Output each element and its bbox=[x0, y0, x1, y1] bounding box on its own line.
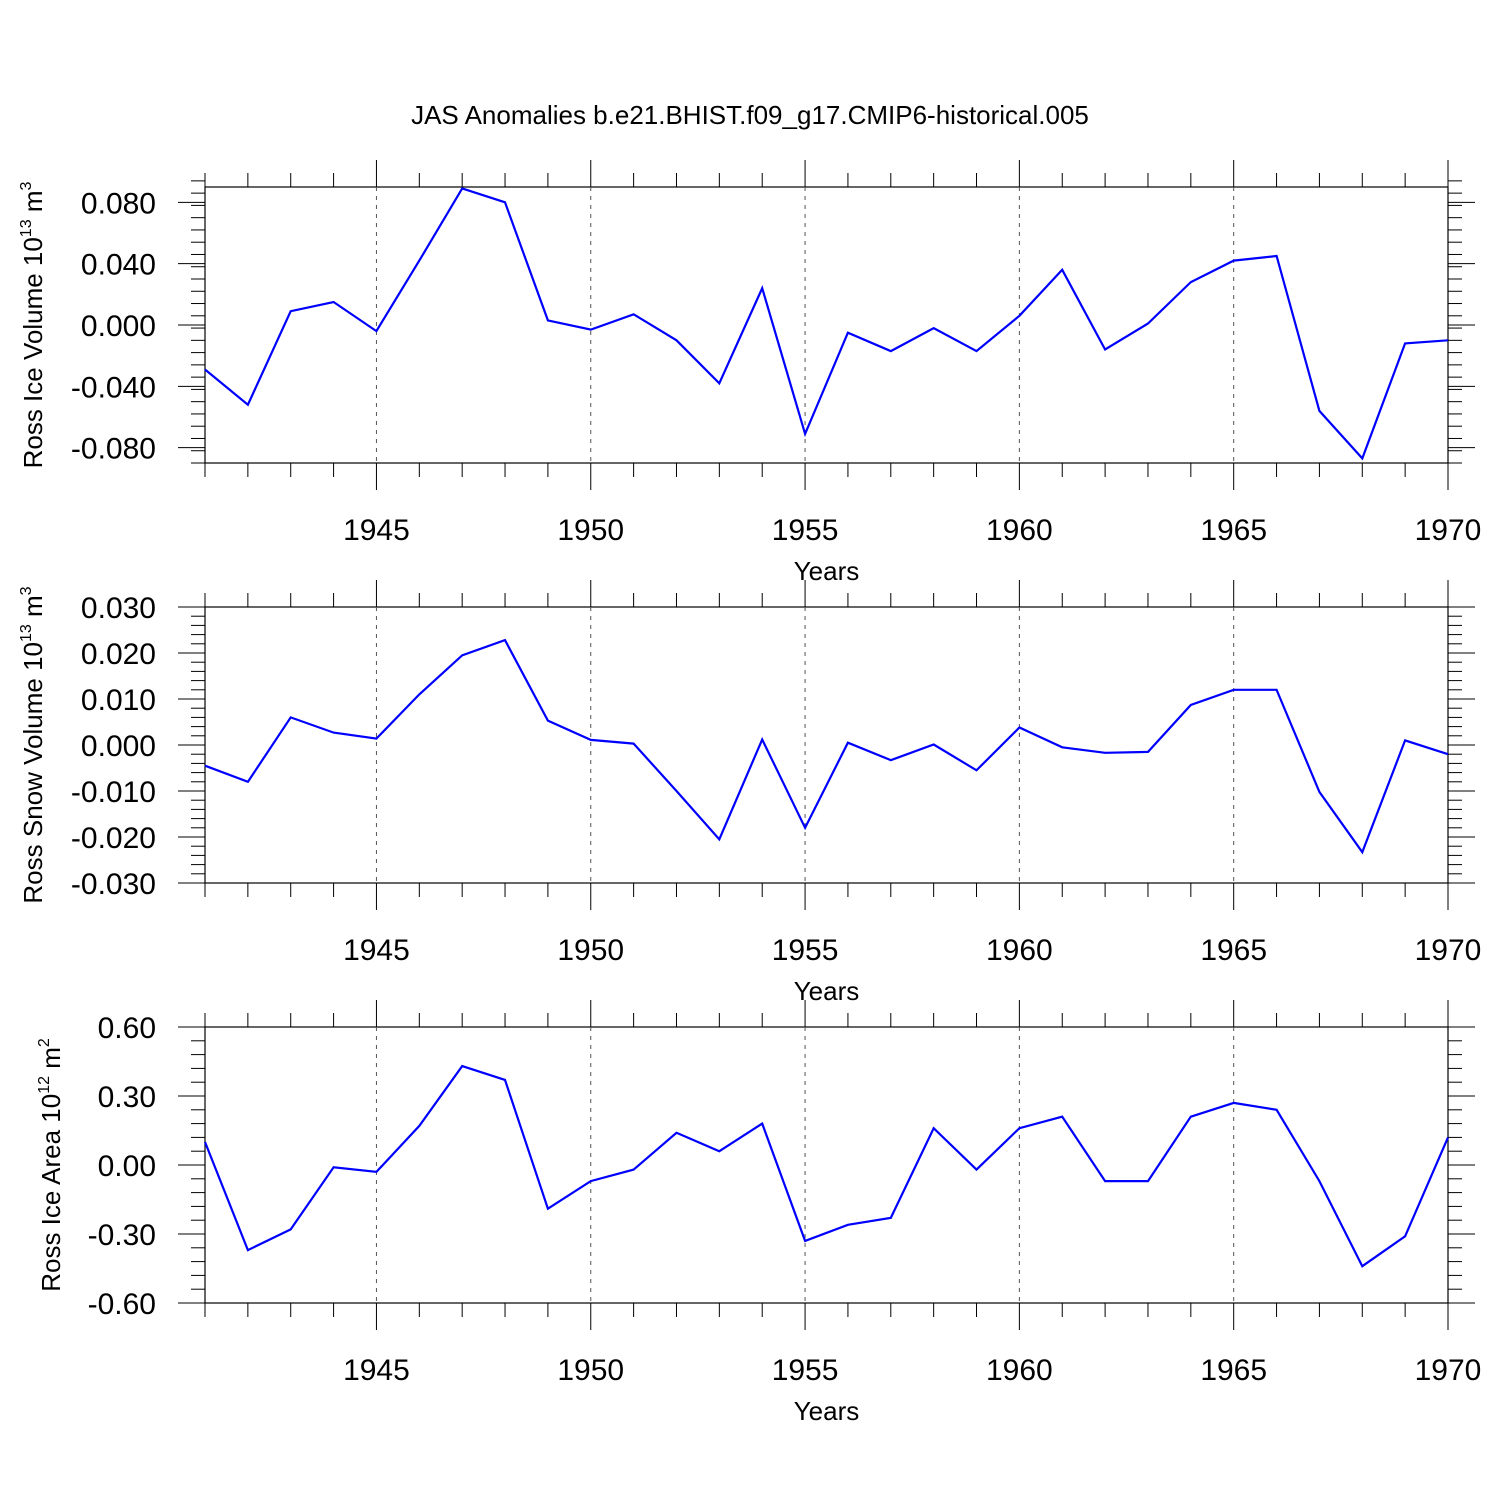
y-tick-label: 0.000 bbox=[81, 310, 156, 343]
x-tick-label: 1965 bbox=[1200, 514, 1267, 547]
x-tick-label: 1955 bbox=[772, 514, 839, 547]
x-tick-label: 1945 bbox=[343, 934, 410, 967]
y-tick-label: -0.040 bbox=[71, 371, 156, 404]
x-tick-label: 1960 bbox=[986, 934, 1053, 967]
plot-frame bbox=[204, 606, 1449, 884]
x-tick-label: 1945 bbox=[343, 514, 410, 547]
y-axis-title: Ross Ice Area 1012 m2 bbox=[36, 1038, 66, 1292]
x-tick-label: 1955 bbox=[772, 934, 839, 967]
y-tick-label: -0.030 bbox=[71, 868, 156, 901]
y-axis-title: Ross Snow Volume 1013 m3 bbox=[18, 586, 48, 903]
panel-2: -0.030 -0.020 -0.010 0.000 0.010 0.020 0.030 19… bbox=[18, 580, 1481, 1006]
y-axis-title: Ross Ice Volume 1013 m3 bbox=[18, 181, 48, 468]
plot-frame bbox=[204, 186, 1449, 464]
x-tick-label: 1945 bbox=[343, 1354, 410, 1387]
y-tick-label: 0.080 bbox=[81, 187, 156, 220]
panel-1: -0.080 -0.040 0.000 0.040 0.080 1945 1950 1955 1… bbox=[18, 160, 1481, 586]
y-tick-label: 0.020 bbox=[81, 638, 156, 671]
x-axis-title: Years bbox=[794, 976, 860, 1006]
y-tick-label: 0.00 bbox=[98, 1150, 156, 1183]
x-tick-label: 1970 bbox=[1415, 934, 1482, 967]
series-line bbox=[204, 187, 1449, 461]
x-axis-title: Years bbox=[794, 1396, 860, 1426]
y-tick-label: -0.30 bbox=[88, 1219, 156, 1252]
y-tick-label: 0.30 bbox=[98, 1081, 156, 1114]
y-tick-label: -0.60 bbox=[88, 1288, 156, 1321]
figure-title: JAS Anomalies b.e21.BHIST.f09_g17.CMIP6-… bbox=[411, 100, 1089, 130]
plot-frame bbox=[204, 1026, 1449, 1304]
x-tick-label: 1965 bbox=[1200, 1354, 1267, 1387]
y-tick-label: 0.030 bbox=[81, 592, 156, 625]
y-tick-label: 0.040 bbox=[81, 249, 156, 282]
y-tick-label: 0.000 bbox=[81, 730, 156, 763]
x-tick-label: 1950 bbox=[557, 934, 624, 967]
x-tick-label: 1950 bbox=[557, 514, 624, 547]
x-tick-label: 1950 bbox=[557, 1354, 624, 1387]
y-tick-label: 0.010 bbox=[81, 684, 156, 717]
series-line bbox=[203, 1064, 1450, 1268]
panels: -0.080 -0.040 0.000 0.040 0.080 1945 1950 1955 1… bbox=[18, 160, 1481, 1426]
y-tick-label: 0.60 bbox=[98, 1012, 156, 1045]
y-tick-label: -0.020 bbox=[71, 822, 156, 855]
series-line bbox=[204, 638, 1449, 855]
x-tick-label: 1955 bbox=[772, 1354, 839, 1387]
x-tick-label: 1960 bbox=[986, 514, 1053, 547]
y-tick-label: -0.010 bbox=[71, 776, 156, 809]
x-tick-label: 1970 bbox=[1415, 1354, 1482, 1387]
x-axis-title: Years bbox=[794, 556, 860, 586]
panel-3: -0.60 -0.30 0.00 0.30 0.60 1945 1950 1955 1960 19… bbox=[36, 1000, 1481, 1426]
x-tick-label: 1965 bbox=[1200, 934, 1267, 967]
x-tick-label: 1970 bbox=[1415, 514, 1482, 547]
y-tick-label: -0.080 bbox=[71, 433, 156, 466]
x-tick-label: 1960 bbox=[986, 1354, 1053, 1387]
